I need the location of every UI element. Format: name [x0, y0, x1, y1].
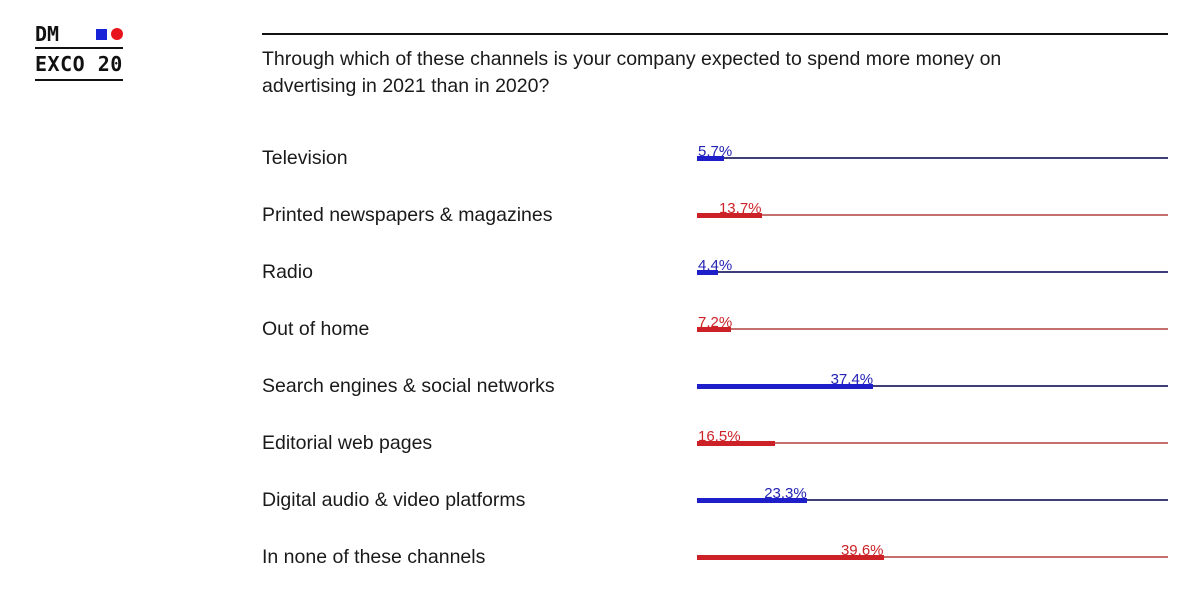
- category-label: Editorial web pages: [262, 432, 433, 454]
- bar-track: [697, 556, 1168, 558]
- value-label: 4,4%: [698, 256, 733, 274]
- bar: [697, 155, 724, 161]
- logo-blue-square-icon: [96, 28, 107, 40]
- chart-row: Search engines & social networks 37,4%: [262, 358, 1168, 415]
- category-label: Search engines & social networks: [262, 375, 555, 397]
- value-label: 39,6%: [840, 541, 884, 559]
- chart-row: Editorial web pages 16,5%: [262, 415, 1168, 472]
- bar-track: [697, 328, 1168, 330]
- bar-track: [697, 499, 1168, 501]
- value-label: 5,7%: [698, 142, 733, 160]
- value-label: 37,4%: [830, 370, 874, 388]
- header: Through which of these channels is your …: [262, 33, 1168, 100]
- category-label: Television: [262, 147, 348, 169]
- chart-row: Radio 4,4%: [262, 244, 1168, 301]
- logo-shapes: [96, 28, 123, 40]
- category-label: Radio: [262, 261, 313, 283]
- category-label: Digital audio & video platforms: [262, 489, 526, 511]
- chart-row: Digital audio & video platforms 23,3%: [262, 472, 1168, 529]
- bar: [697, 212, 762, 218]
- bar-zone: 39,6%: [697, 542, 1168, 570]
- logo-text-exco20: EXCO 20: [35, 49, 123, 81]
- bar: [697, 383, 874, 389]
- bar-zone: 23,3%: [697, 485, 1168, 513]
- bar: [697, 497, 807, 503]
- chart-row: In none of these channels 39,6%: [262, 529, 1168, 586]
- bar-zone: 7,2%: [697, 314, 1168, 342]
- logo-top-row: DM: [35, 24, 123, 49]
- value-label: 7,2%: [698, 313, 733, 331]
- logo-red-circle-icon: [111, 28, 123, 40]
- chart-row: Television 5,7%: [262, 130, 1168, 187]
- chart-title: Through which of these channels is your …: [262, 48, 1002, 97]
- bar-zone: 37,4%: [697, 371, 1168, 399]
- category-label: Out of home: [262, 318, 370, 340]
- value-label: 13,7%: [718, 199, 762, 217]
- bar-zone: 16,5%: [697, 428, 1168, 456]
- bar: [697, 554, 884, 560]
- bar-zone: 13,7%: [697, 200, 1168, 228]
- value-label: 23,3%: [764, 484, 807, 502]
- logo-text-dm: DM: [35, 22, 60, 46]
- value-label: 16,5%: [698, 427, 741, 445]
- bar-track: [697, 214, 1168, 216]
- category-label: Printed newspapers & magazines: [262, 204, 553, 226]
- bar-zone: 5,7%: [697, 143, 1168, 171]
- bar: [697, 269, 718, 275]
- bar-chart: Television 5,7% Printed newspapers & mag…: [262, 130, 1168, 586]
- bar-zone: 4,4%: [697, 257, 1168, 285]
- bar: [697, 440, 775, 446]
- bar-track: [697, 385, 1168, 387]
- category-label: In none of these channels: [262, 546, 486, 568]
- chart-row: Out of home 7,2%: [262, 301, 1168, 358]
- chart-row: Printed newspapers & magazines 13,7%: [262, 187, 1168, 244]
- bar: [697, 326, 731, 332]
- dmexco-logo: DM EXCO 20: [35, 24, 123, 81]
- bar-track: [697, 271, 1168, 273]
- bar-track: [697, 442, 1168, 444]
- bar-track: [697, 157, 1168, 159]
